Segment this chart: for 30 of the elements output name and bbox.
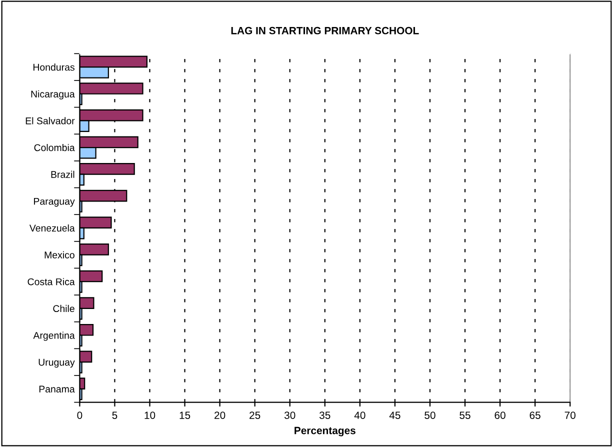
y-tick-label: Argentina — [33, 332, 75, 341]
y-tick-label: El Salvador — [26, 117, 75, 124]
y-tick-label: Brazil — [51, 170, 74, 178]
y-tick-label: Mexico — [44, 251, 74, 258]
x-tick-label: 45 — [389, 412, 400, 419]
x-tick-label: 60 — [494, 412, 506, 419]
x-tick-label: 55 — [460, 412, 470, 419]
y-tick-label: Honduras — [33, 64, 74, 71]
y-tick-label: Panama — [39, 386, 75, 393]
y-tick-label: Chile — [53, 304, 74, 312]
y-tick-label: Nicaragua — [31, 90, 75, 100]
y-tick-label: Costa Rica — [28, 278, 75, 286]
x-tick-label: 70 — [564, 412, 576, 419]
x-tick-label: 20 — [214, 412, 226, 419]
x-tick-label: 30 — [284, 412, 296, 419]
y-tick-label: Venezuela — [29, 224, 75, 232]
y-tick-label: Uruguay — [38, 358, 75, 368]
x-tick-label: 10 — [144, 412, 156, 419]
chart-title: LAG IN STARTING PRIMARY SCHOOL — [231, 26, 419, 34]
x-tick-label: 35 — [319, 412, 330, 419]
x-tick-label: 0 — [77, 412, 82, 419]
y-tick-label: Paraguay — [34, 198, 75, 207]
x-tick-label: 65 — [530, 412, 540, 419]
x-tick-label: 15 — [180, 412, 190, 419]
x-tick-label: 5 — [112, 412, 118, 419]
x-tick-label: 40 — [354, 412, 366, 419]
x-tick-label: 50 — [424, 412, 436, 419]
x-axis-title: Percentages — [294, 426, 356, 436]
x-tick-label: 25 — [250, 412, 260, 419]
y-tick-label: Colombia — [34, 144, 75, 152]
